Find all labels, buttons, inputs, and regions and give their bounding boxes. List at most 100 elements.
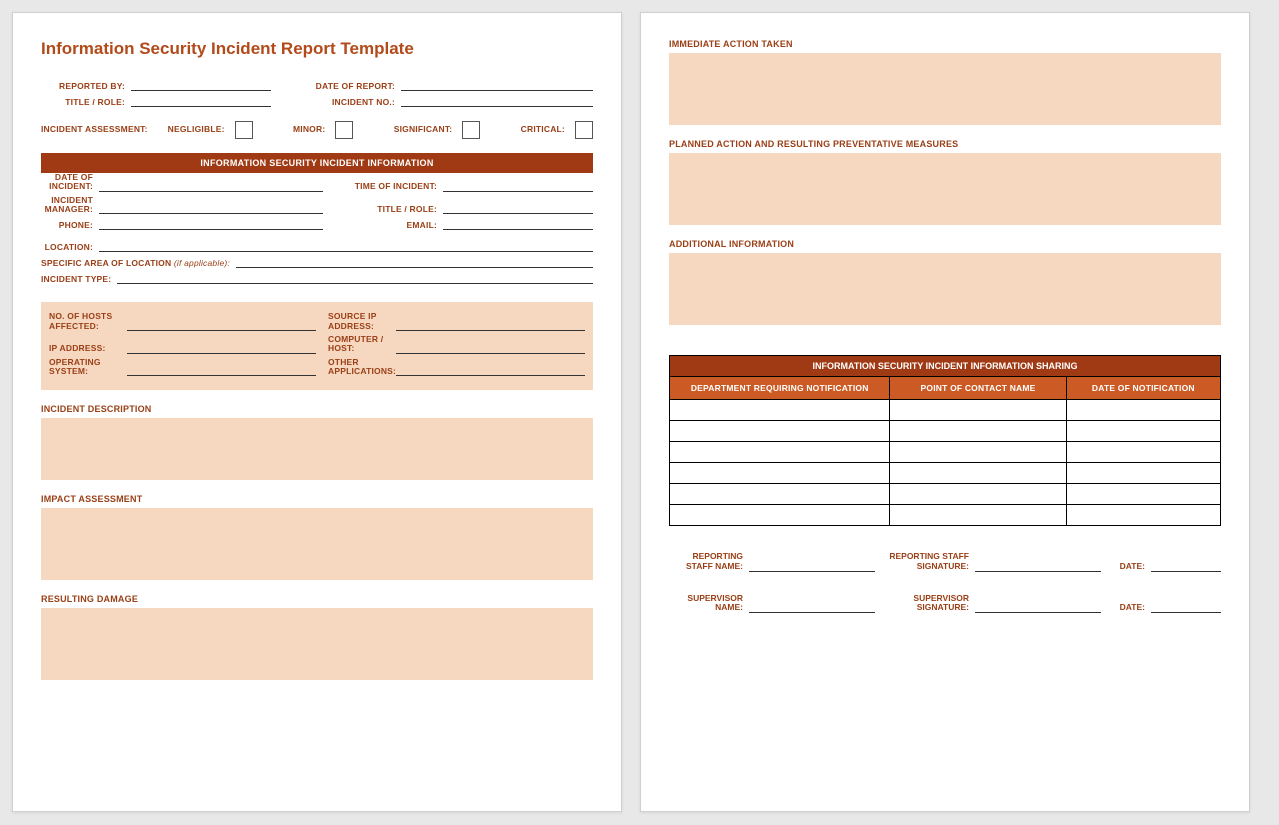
os-label: OPERATING SYSTEM:	[49, 358, 127, 377]
planned-action-box[interactable]	[669, 153, 1221, 225]
location-label: LOCATION:	[41, 243, 99, 252]
table-cell[interactable]	[1066, 421, 1220, 442]
date-of-incident-label: DATE OF INCIDENT:	[41, 173, 99, 192]
incident-no-label: INCIDENT NO.:	[301, 98, 401, 107]
date2-label: DATE:	[1101, 603, 1151, 613]
no-hosts-field[interactable]	[127, 319, 316, 331]
immediate-action-box[interactable]	[669, 53, 1221, 125]
reporting-staff-sig-field[interactable]	[975, 560, 1101, 572]
impact-assessment-label: IMPACT ASSESSMENT	[41, 494, 593, 504]
table-row	[670, 400, 1221, 421]
source-ip-field[interactable]	[396, 319, 585, 331]
other-apps-label: OTHER APPLICATIONS:	[316, 358, 396, 377]
col-date: DATE OF NOTIFICATION	[1066, 377, 1220, 400]
table-cell[interactable]	[890, 505, 1066, 526]
location-field[interactable]	[99, 240, 593, 252]
opt-significant-checkbox[interactable]	[462, 121, 480, 139]
table-cell[interactable]	[890, 442, 1066, 463]
reported-by-label: REPORTED BY:	[51, 82, 131, 91]
table-cell[interactable]	[670, 400, 890, 421]
opt-critical-label: CRITICAL:	[521, 125, 571, 134]
sharing-header: INFORMATION SECURITY INCIDENT INFORMATIO…	[669, 355, 1221, 376]
email-label: EMAIL:	[323, 221, 443, 230]
os-field[interactable]	[127, 364, 316, 376]
time-of-incident-label: TIME OF INCIDENT:	[323, 182, 443, 191]
opt-significant-label: SIGNIFICANT:	[394, 125, 459, 134]
opt-negligible-label: NEGLIGIBLE:	[168, 125, 231, 134]
page-1: Information Security Incident Report Tem…	[12, 12, 622, 812]
immediate-action-label: IMMEDIATE ACTION TAKEN	[669, 39, 1221, 49]
table-row	[670, 442, 1221, 463]
opt-negligible-checkbox[interactable]	[235, 121, 253, 139]
section-bar-incident-info: INFORMATION SECURITY INCIDENT INFORMATIO…	[41, 153, 593, 173]
assessment-label: INCIDENT ASSESSMENT:	[41, 125, 168, 134]
document-title: Information Security Incident Report Tem…	[41, 39, 593, 59]
incident-no-field[interactable]	[401, 95, 593, 107]
specific-area-label: SPECIFIC AREA OF LOCATION (if applicable…	[41, 259, 236, 268]
incident-description-label: INCIDENT DESCRIPTION	[41, 404, 593, 414]
no-hosts-label: NO. OF HOSTS AFFECTED:	[49, 312, 127, 331]
time-of-incident-field[interactable]	[443, 180, 593, 192]
date1-field[interactable]	[1151, 560, 1221, 572]
email-field[interactable]	[443, 218, 593, 230]
col-contact: POINT OF CONTACT NAME	[890, 377, 1066, 400]
date-of-report-label: DATE OF REPORT:	[301, 82, 401, 91]
table-row	[670, 505, 1221, 526]
title-role-field[interactable]	[131, 95, 271, 107]
supervisor-sig-field[interactable]	[975, 601, 1101, 613]
table-cell[interactable]	[890, 421, 1066, 442]
table-cell[interactable]	[1066, 505, 1220, 526]
title-role2-field[interactable]	[443, 202, 593, 214]
opt-minor-checkbox[interactable]	[335, 121, 353, 139]
table-cell[interactable]	[670, 442, 890, 463]
computer-host-field[interactable]	[396, 342, 585, 354]
title-role2-label: TITLE / ROLE:	[323, 205, 443, 214]
supervisor-sig-label: SUPERVISOR SIGNATURE:	[875, 594, 975, 614]
incident-manager-field[interactable]	[99, 202, 323, 214]
table-cell[interactable]	[890, 400, 1066, 421]
page-2: IMMEDIATE ACTION TAKEN PLANNED ACTION AN…	[640, 12, 1250, 812]
impact-assessment-box[interactable]	[41, 508, 593, 580]
reported-by-field[interactable]	[131, 79, 271, 91]
table-cell[interactable]	[890, 463, 1066, 484]
date-of-incident-field[interactable]	[99, 180, 323, 192]
date2-field[interactable]	[1151, 601, 1221, 613]
computer-host-label: COMPUTER / HOST:	[316, 335, 396, 354]
reporting-staff-name-field[interactable]	[749, 560, 875, 572]
table-cell[interactable]	[670, 463, 890, 484]
incident-description-box[interactable]	[41, 418, 593, 480]
other-apps-field[interactable]	[396, 364, 585, 376]
opt-minor-label: MINOR:	[293, 125, 331, 134]
planned-action-label: PLANNED ACTION AND RESULTING PREVENTATIV…	[669, 139, 1221, 149]
reporting-staff-name-label: REPORTING STAFF NAME:	[669, 552, 749, 572]
phone-field[interactable]	[99, 218, 323, 230]
table-cell[interactable]	[670, 421, 890, 442]
resulting-damage-label: RESULTING DAMAGE	[41, 594, 593, 604]
table-cell[interactable]	[1066, 484, 1220, 505]
opt-critical-checkbox[interactable]	[575, 121, 593, 139]
table-cell[interactable]	[1066, 463, 1220, 484]
specific-area-field[interactable]	[236, 256, 593, 268]
ip-address-field[interactable]	[127, 342, 316, 354]
table-row	[670, 484, 1221, 505]
table-cell[interactable]	[670, 484, 890, 505]
table-cell[interactable]	[890, 484, 1066, 505]
table-cell[interactable]	[1066, 400, 1220, 421]
table-cell[interactable]	[670, 505, 890, 526]
table-row	[670, 421, 1221, 442]
table-row	[670, 463, 1221, 484]
ip-address-label: IP ADDRESS:	[49, 344, 127, 353]
reporting-staff-sig-label: REPORTING STAFF SIGNATURE:	[875, 552, 975, 572]
additional-info-box[interactable]	[669, 253, 1221, 325]
additional-info-label: ADDITIONAL INFORMATION	[669, 239, 1221, 249]
incident-manager-label: INCIDENT MANAGER:	[41, 196, 99, 215]
table-cell[interactable]	[1066, 442, 1220, 463]
phone-label: PHONE:	[41, 221, 99, 230]
supervisor-name-field[interactable]	[749, 601, 875, 613]
resulting-damage-box[interactable]	[41, 608, 593, 680]
supervisor-name-label: SUPERVISOR NAME:	[669, 594, 749, 614]
sharing-table: DEPARTMENT REQUIRING NOTIFICATION POINT …	[669, 376, 1221, 526]
sharing-table-wrap: INFORMATION SECURITY INCIDENT INFORMATIO…	[669, 355, 1221, 526]
incident-type-field[interactable]	[117, 272, 593, 284]
date-of-report-field[interactable]	[401, 79, 593, 91]
